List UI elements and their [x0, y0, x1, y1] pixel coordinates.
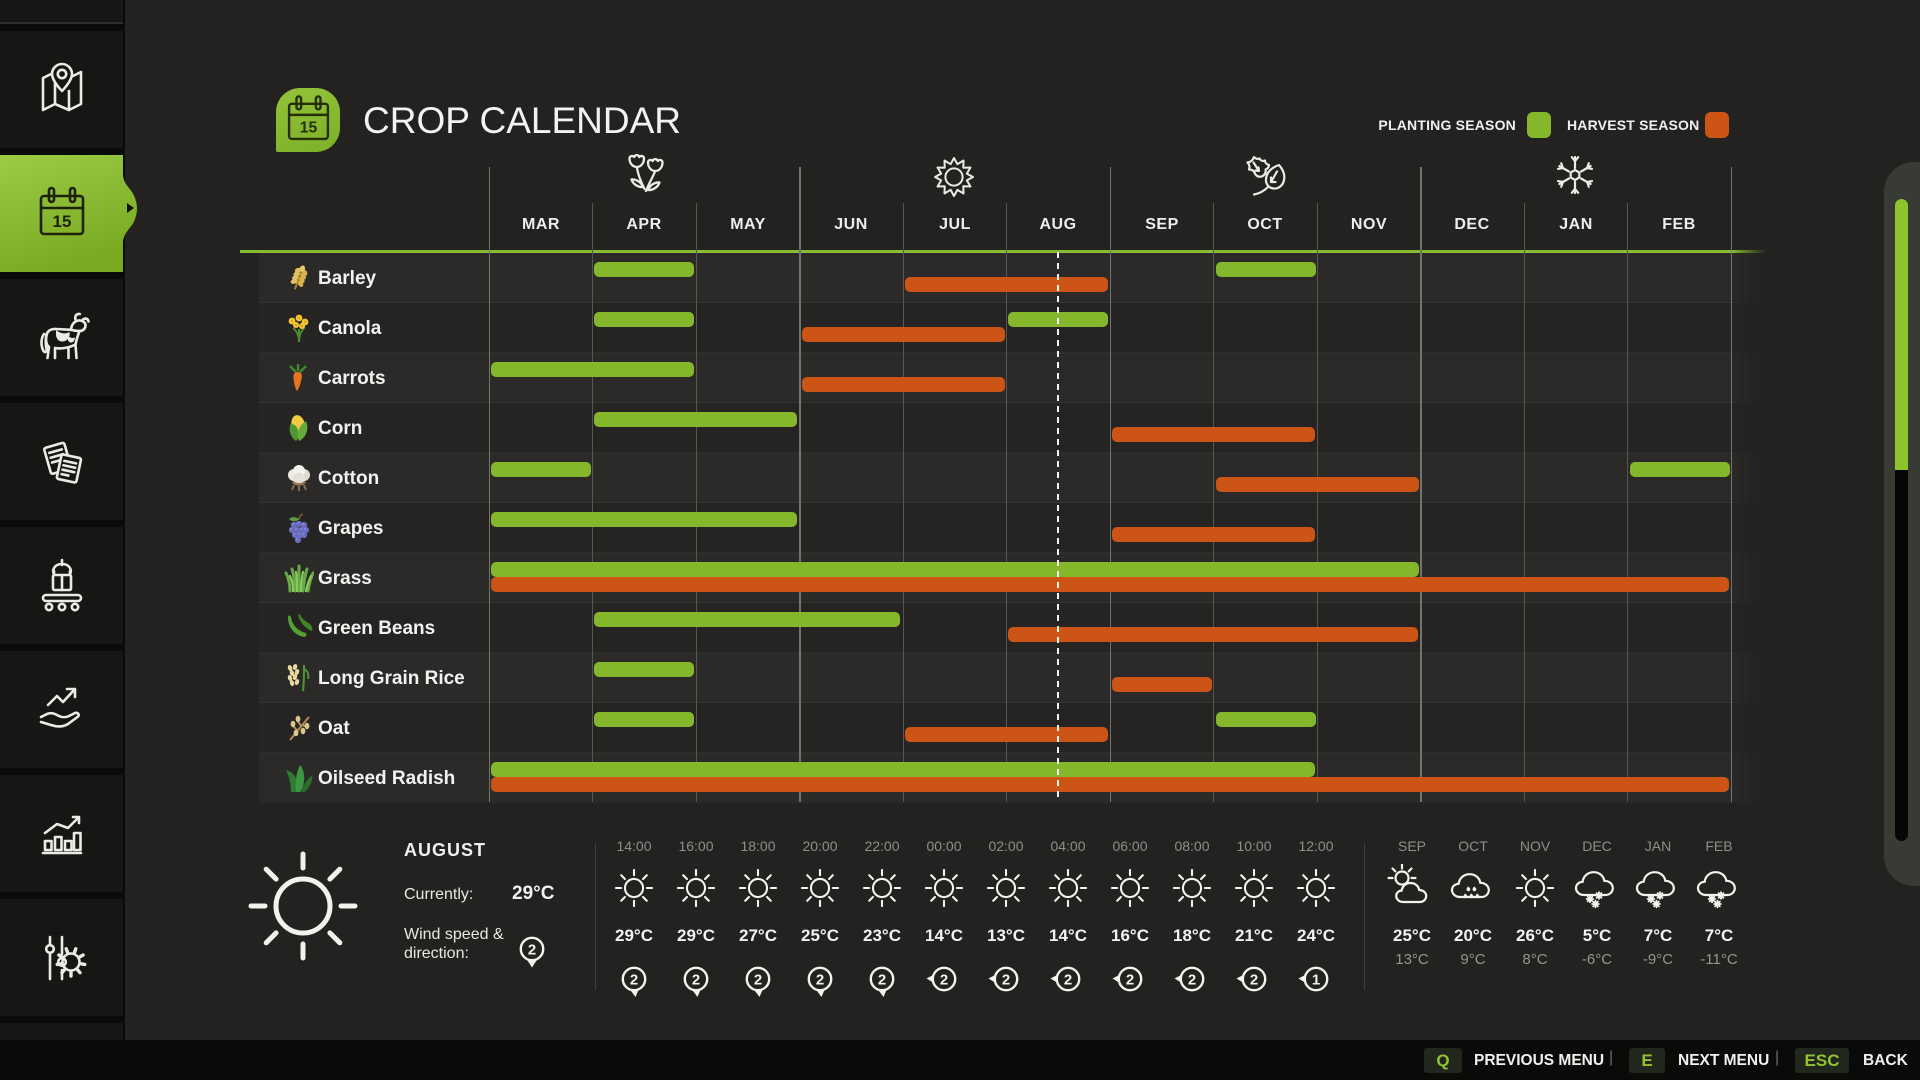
- svg-text:2: 2: [1188, 972, 1196, 989]
- svg-text:2: 2: [754, 972, 762, 989]
- svg-text:2: 2: [692, 972, 700, 989]
- svg-text:2: 2: [1126, 972, 1134, 989]
- svg-text:2: 2: [1250, 972, 1258, 989]
- svg-text:2: 2: [816, 972, 824, 989]
- svg-text:2: 2: [630, 972, 638, 989]
- svg-text:2: 2: [528, 942, 536, 959]
- svg-text:2: 2: [940, 972, 948, 989]
- svg-text:15: 15: [53, 212, 72, 231]
- svg-text:2: 2: [1002, 972, 1010, 989]
- svg-text:15: 15: [300, 119, 318, 136]
- svg-text:2: 2: [878, 972, 886, 989]
- svg-text:1: 1: [1312, 972, 1320, 989]
- svg-text:2: 2: [1064, 972, 1072, 989]
